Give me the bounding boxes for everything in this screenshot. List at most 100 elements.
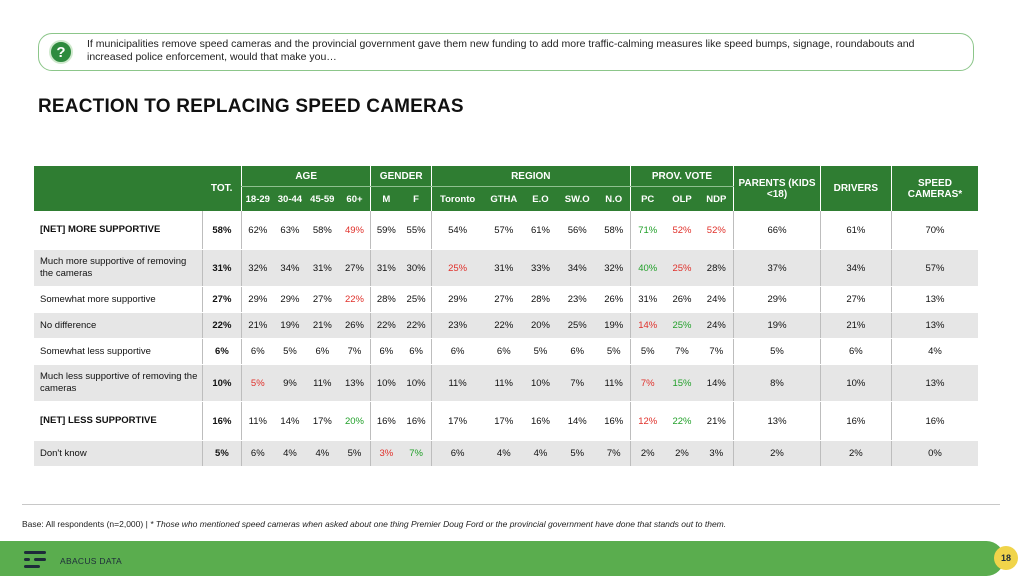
row-label: Somewhat more supportive <box>34 286 203 313</box>
table-cell: 9% <box>273 364 307 402</box>
table-row: [NET] MORE SUPPORTIVE 58% 62% 63% 58% 49% 59% 5… <box>34 211 978 250</box>
table-cell: 61% <box>524 211 557 250</box>
table-cell: 19% <box>597 312 631 339</box>
table-cell: 10% <box>524 364 557 402</box>
base-note: Base: All respondents (n=2,000) | * Thos… <box>22 519 726 529</box>
table-cell: 21% <box>240 312 274 339</box>
page-number: 18 <box>994 546 1018 570</box>
table-cell: 31% <box>306 249 339 287</box>
table-cell: 2% <box>733 440 821 467</box>
table-cell: 20% <box>338 401 371 441</box>
table-row: Don't know 5% 6% 4% 4% 5% 3% 7% 6% 4% 4% 5% 7% 2% 2% 3%… <box>34 440 978 467</box>
question-banner: ? If municipalities remove speed cameras… <box>38 33 974 71</box>
header-col: 45-59 <box>306 186 339 211</box>
table-cell: 58% <box>201 211 242 250</box>
table-cell: 2% <box>819 440 892 467</box>
table-cell: 17% <box>430 401 484 441</box>
table-cell: 26% <box>597 286 631 313</box>
table-cell: 34% <box>819 249 892 287</box>
table-cell: 7% <box>597 440 631 467</box>
table-cell: 31% <box>483 249 525 287</box>
table-cell: 56% <box>556 211 598 250</box>
table-cell: 32% <box>240 249 274 287</box>
table-row: Somewhat more supportive 27% 29% 29% 27% 22% 2… <box>34 286 978 313</box>
table-cell: 57% <box>483 211 525 250</box>
table-cell: 25% <box>430 249 484 287</box>
table-cell: 70% <box>890 211 978 250</box>
header-col: 30-44 <box>273 186 307 211</box>
table-cell: 19% <box>733 312 821 339</box>
header-group-gender: GENDER <box>370 166 432 187</box>
table-cell: 3% <box>370 440 402 467</box>
table-cell: 28% <box>370 286 402 313</box>
table-cell: 29% <box>733 286 821 313</box>
table-cell: 6% <box>483 338 525 365</box>
table-cell: 22% <box>664 401 700 441</box>
table-row: Much more supportive of removing the cam… <box>34 249 978 287</box>
table-cell: 63% <box>273 211 307 250</box>
header-tot: TOT. <box>202 166 242 211</box>
table-cell: 4% <box>890 338 978 365</box>
table-cell: 16% <box>370 401 402 441</box>
header-drivers: DRIVERS <box>819 166 892 211</box>
brand-name: ABACUS DATA <box>60 556 123 566</box>
table-cell: 29% <box>240 286 274 313</box>
table-cell: 22% <box>370 312 402 339</box>
base-text: Base: All respondents (n=2,000) | <box>22 519 151 529</box>
table-cell: 13% <box>890 286 978 313</box>
table-cell: 0% <box>890 440 978 467</box>
table-cell: 21% <box>699 401 734 441</box>
table-cell: 40% <box>629 249 665 287</box>
table-row: Much less supportive of removing the cam… <box>34 364 978 402</box>
table-cell: 32% <box>597 249 631 287</box>
row-label: [NET] LESS SUPPORTIVE <box>34 401 203 441</box>
results-table: TOT. AGE GENDER REGION PROV. VOTE PARENT… <box>34 166 978 467</box>
table-cell: 25% <box>664 312 700 339</box>
header-col: SW.O <box>556 186 598 211</box>
table-cell: 22% <box>401 312 432 339</box>
table-cell: 7% <box>556 364 598 402</box>
table-cell: 14% <box>556 401 598 441</box>
header-col: M <box>370 186 402 211</box>
table-cell: 15% <box>664 364 700 402</box>
question-text: If municipalities remove speed cameras a… <box>87 38 915 63</box>
table-cell: 22% <box>483 312 525 339</box>
abacus-logo-icon <box>24 550 46 568</box>
header-col: OLP <box>664 186 700 211</box>
table-cell: 13% <box>890 364 978 402</box>
table-cell: 31% <box>370 249 402 287</box>
header-group-age: AGE <box>240 166 371 187</box>
table-cell: 27% <box>201 286 242 313</box>
table-cell: 6% <box>306 338 339 365</box>
row-label: Don't know <box>34 440 203 467</box>
table-cell: 23% <box>430 312 484 339</box>
table-cell: 7% <box>401 440 432 467</box>
table-cell: 27% <box>483 286 525 313</box>
table-cell: 11% <box>430 364 484 402</box>
table-cell: 16% <box>890 401 978 441</box>
header-col: Toronto <box>430 186 484 211</box>
table-cell: 58% <box>597 211 631 250</box>
table-cell: 6% <box>201 338 242 365</box>
table-cell: 61% <box>819 211 892 250</box>
table-cell: 5% <box>524 338 557 365</box>
header-label-blank <box>34 166 203 211</box>
row-label: [NET] MORE SUPPORTIVE <box>34 211 203 250</box>
table-cell: 19% <box>273 312 307 339</box>
table-cell: 13% <box>733 401 821 441</box>
table-cell: 27% <box>306 286 339 313</box>
header-col: F <box>401 186 432 211</box>
table-row: Somewhat less supportive 6% 6% 5% 6% 7% 6% 6% 6%… <box>34 338 978 365</box>
table-cell: 6% <box>240 338 274 365</box>
table-cell: 21% <box>819 312 892 339</box>
table-cell: 66% <box>733 211 821 250</box>
table-cell: 6% <box>556 338 598 365</box>
table-cell: 10% <box>401 364 432 402</box>
table-cell: 52% <box>664 211 700 250</box>
header-col: E.O <box>524 186 557 211</box>
table-cell: 27% <box>819 286 892 313</box>
table-cell: 4% <box>524 440 557 467</box>
header-col: NDP <box>699 186 734 211</box>
header-group-vote: PROV. VOTE <box>629 166 734 187</box>
header-speed-cameras: SPEED CAMERAS* <box>890 166 978 211</box>
